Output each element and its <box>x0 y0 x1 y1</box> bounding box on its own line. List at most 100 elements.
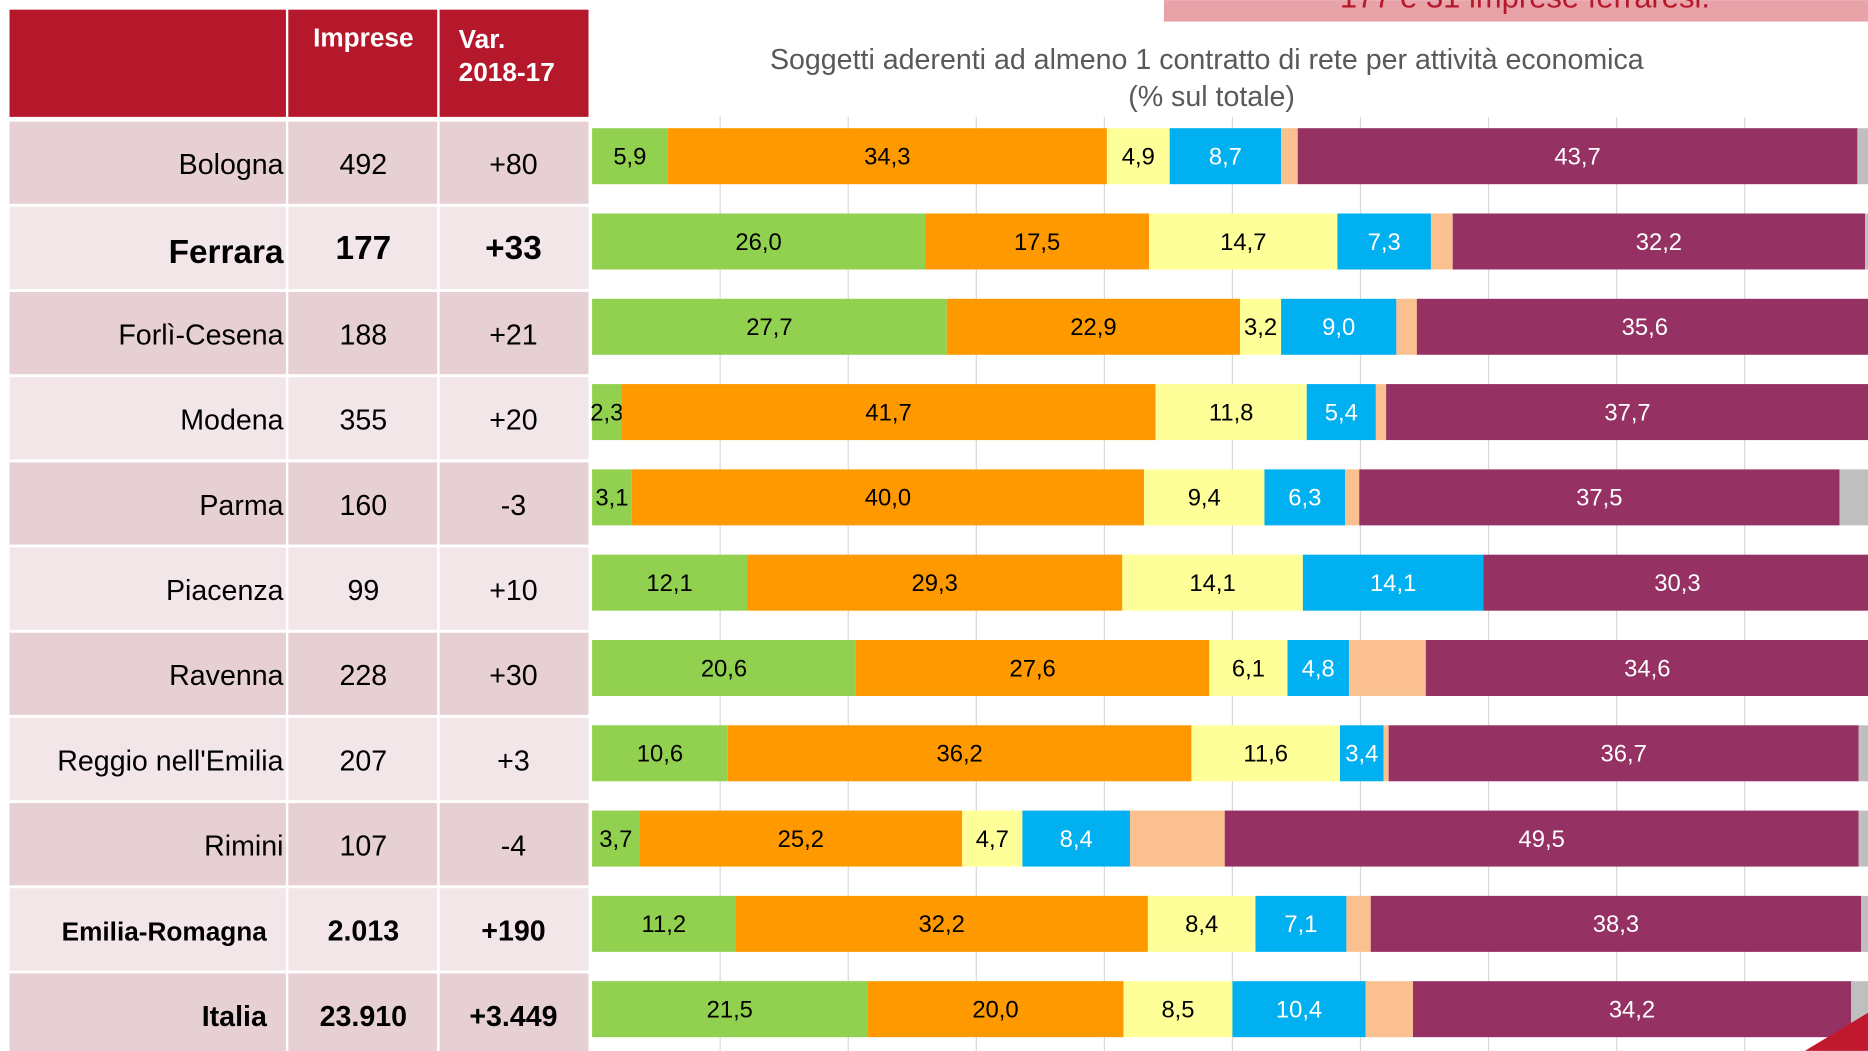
note-box <box>1163 0 1868 22</box>
bar-segment <box>735 895 1148 952</box>
row-name: Reggio nell'Emilia <box>57 745 283 777</box>
bar-segment <box>1396 298 1417 355</box>
bar-segment <box>1129 810 1225 867</box>
bar-segment <box>592 725 728 782</box>
bar-segment <box>1149 213 1338 270</box>
value-label: 11,8 <box>1209 399 1254 426</box>
bar-segment <box>1123 981 1233 1038</box>
row-name: Modena <box>180 405 283 437</box>
bar-segment <box>1224 810 1859 867</box>
row-value: -4 <box>501 830 527 862</box>
bar-segment <box>592 554 748 611</box>
bar-segment <box>1255 895 1347 952</box>
row-cell <box>439 632 589 715</box>
row-value: +3 <box>497 745 530 777</box>
bar-segment <box>1365 981 1414 1038</box>
bar-segment <box>855 639 1210 696</box>
bar-segment <box>1147 895 1256 952</box>
value-label: 7,3 <box>1368 229 1401 256</box>
row-value: +33 <box>485 230 542 267</box>
header-cell <box>9 9 286 117</box>
bar-segment <box>1348 639 1426 696</box>
bar-segment <box>1169 128 1282 185</box>
row-value: +80 <box>489 149 537 181</box>
row-cell <box>288 377 438 460</box>
value-label: 27,6 <box>1009 655 1055 682</box>
value-label: 4,9 <box>1122 144 1155 171</box>
row-cell <box>288 547 438 630</box>
row-value: -3 <box>501 490 526 522</box>
row-value: 207 <box>340 745 388 777</box>
row-value: 107 <box>340 830 388 862</box>
header-cell <box>439 9 589 117</box>
bar-segment <box>667 128 1107 185</box>
row-name: Ravenna <box>169 660 284 692</box>
value-label: 14,7 <box>1220 229 1266 256</box>
row-cell <box>288 462 438 545</box>
row-name: Parma <box>199 490 283 522</box>
bar-segment <box>1281 298 1397 355</box>
value-label: 7,1 <box>1284 911 1317 938</box>
bar-segment <box>1287 639 1349 696</box>
row-value: 23.910 <box>320 1001 407 1033</box>
bar-segment <box>1483 554 1868 611</box>
bar-segment <box>592 810 640 867</box>
value-label: 4,7 <box>976 826 1009 853</box>
bar-segment <box>1416 298 1868 355</box>
bar-segment <box>1240 298 1282 355</box>
bar-segment <box>1383 725 1389 782</box>
row-value: 492 <box>340 149 388 181</box>
value-label: 6,3 <box>1288 485 1321 512</box>
decoration <box>1804 1012 1868 1051</box>
bar-segment <box>1297 128 1858 185</box>
bar-segment <box>1191 725 1341 782</box>
value-label: 8,5 <box>1161 997 1194 1024</box>
row-cell <box>288 632 438 715</box>
row-cell <box>9 121 286 204</box>
value-label: 6,1 <box>1232 655 1265 682</box>
value-label: 8,4 <box>1185 911 1218 938</box>
row-cell <box>439 717 589 801</box>
bar-segment <box>1370 895 1862 952</box>
note: 177 e 31 imprese ferraresi. <box>1340 0 1710 14</box>
value-label: 30,3 <box>1654 570 1700 597</box>
bar-segment <box>1209 639 1288 696</box>
chart-subtitle: (% sul totale) <box>1128 81 1295 113</box>
row-value: +190 <box>481 916 545 948</box>
row-value: +21 <box>489 319 537 351</box>
bar-segment <box>1857 128 1868 185</box>
row-value: +3.449 <box>469 1001 557 1033</box>
bar-segment <box>1452 213 1866 270</box>
bar-segment <box>592 384 622 441</box>
value-label: 3,7 <box>599 826 632 853</box>
row-cell <box>439 973 589 1051</box>
bar-segment <box>1858 725 1868 782</box>
value-label: 49,5 <box>1519 826 1565 853</box>
bar-segment <box>962 810 1023 867</box>
bar-segment <box>592 213 926 270</box>
row-cell <box>9 888 286 971</box>
value-label: 12,1 <box>646 570 692 597</box>
row-name: Ferrara <box>169 234 284 271</box>
row-value: 228 <box>340 660 388 692</box>
bar-segment <box>1122 554 1303 611</box>
bar-segment <box>592 298 947 355</box>
bar-segment <box>1281 128 1298 185</box>
bar-segment <box>592 895 736 952</box>
row-cell <box>439 292 589 375</box>
value-label: 41,7 <box>865 399 911 426</box>
value-label: 3,1 <box>595 485 628 512</box>
value-label: 8,4 <box>1060 826 1093 853</box>
bar-segment <box>1346 895 1371 952</box>
value-label: 32,2 <box>1636 229 1682 256</box>
bar-segment <box>592 981 868 1038</box>
bar-segment <box>639 810 963 867</box>
bar-segment <box>1430 213 1453 270</box>
value-label: 11,6 <box>1243 741 1288 768</box>
row-cell <box>439 462 589 545</box>
value-label: 9,4 <box>1188 485 1221 512</box>
bar-segment <box>1345 469 1360 526</box>
row-value: +10 <box>489 575 537 607</box>
row-cell <box>439 121 589 204</box>
